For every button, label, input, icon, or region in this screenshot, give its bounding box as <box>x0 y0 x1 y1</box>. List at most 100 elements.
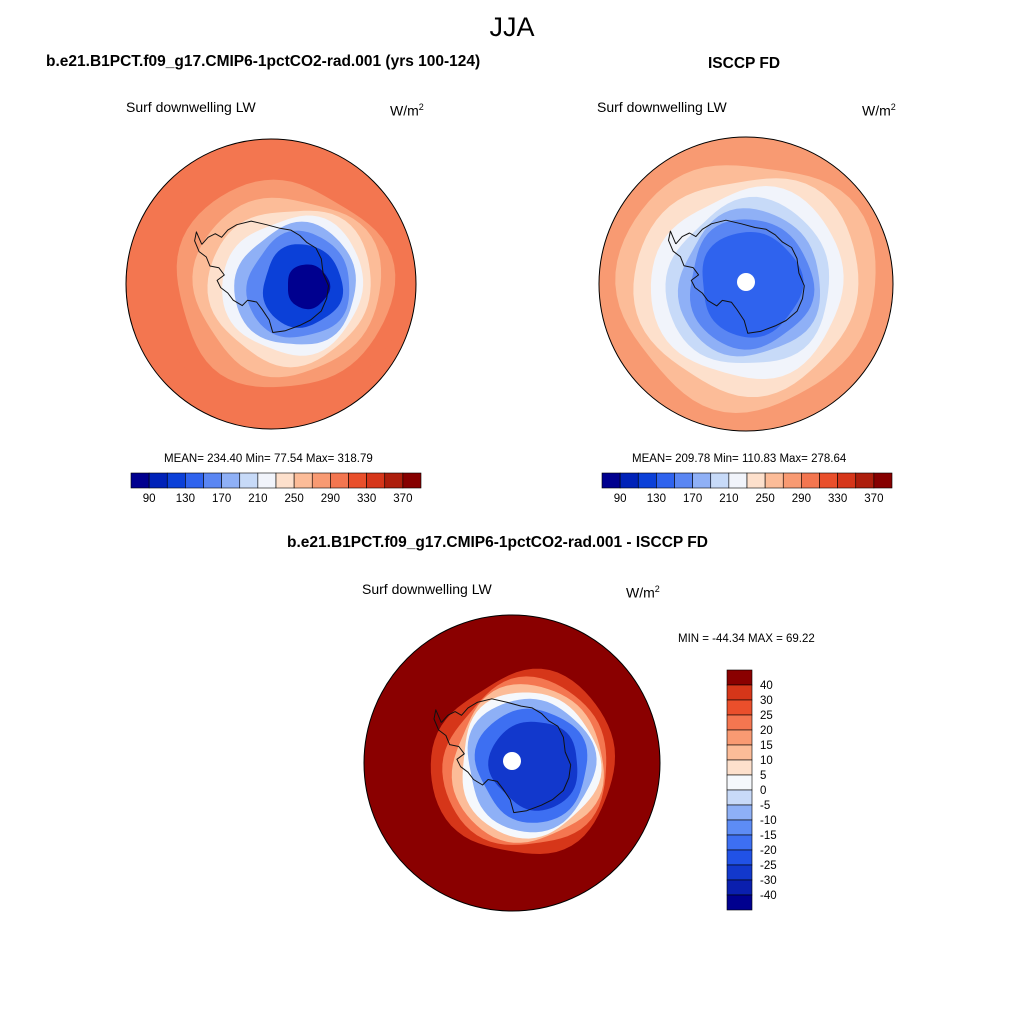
colorbar-swatch <box>726 729 753 746</box>
colorbar-swatch <box>221 472 241 489</box>
colorbar-swatch <box>601 472 621 489</box>
colorbar-tick-label: 40 <box>760 680 773 692</box>
colorbar-swatch <box>726 714 753 731</box>
colorbar-3: 40 30 25 20 15 10 5 0 -5 -10 -15 -20 -25 -30 -40 <box>726 669 777 911</box>
colorbar-swatch <box>656 472 675 489</box>
colorbar-tick-label: 20 <box>760 725 773 737</box>
colorbar-swatch <box>726 789 753 806</box>
colorbar-swatch <box>710 472 730 489</box>
panel2-variable-label: Surf downwelling LW <box>597 99 727 115</box>
colorbar-swatch <box>726 834 753 851</box>
colorbar-swatch <box>330 472 349 489</box>
colorbar-swatch <box>203 472 222 489</box>
colorbar-swatch <box>726 819 753 836</box>
colorbar-tick-label: 330 <box>828 493 847 505</box>
colorbar-swatch <box>726 699 753 716</box>
colorbar-swatch <box>726 864 753 881</box>
colorbar-swatch <box>726 669 753 686</box>
colorbar-tick-label: 0 <box>760 785 766 797</box>
colorbar-swatch <box>873 472 893 489</box>
map-panel-3 <box>363 614 661 912</box>
colorbar-tick-label: -20 <box>760 845 777 857</box>
panel2-stats: MEAN= 209.78 Min= 110.83 Max= 278.64 <box>632 453 847 465</box>
colorbar-tick-label: 170 <box>683 493 702 505</box>
colorbar-swatch <box>782 472 802 489</box>
panel3-stats: MIN = -44.34 MAX = 69.22 <box>678 633 815 645</box>
colorbar-tick-label: 210 <box>719 493 738 505</box>
missing-data-pole <box>503 752 521 770</box>
colorbar-tick-label: 330 <box>357 493 376 505</box>
colorbar-tick-label: 370 <box>393 493 412 505</box>
panel3-units-label: W/m2 <box>626 584 660 601</box>
colorbar-swatch <box>293 472 313 489</box>
colorbar-swatch <box>726 684 753 701</box>
colorbar-swatch <box>311 472 331 489</box>
panel2-units-label: W/m2 <box>862 102 896 119</box>
colorbar-2: 90 130 170 210 250 290 330 370 <box>601 472 893 505</box>
colorbar-tick-label: 210 <box>248 493 267 505</box>
colorbar-tick-label: -5 <box>760 800 770 812</box>
colorbar-swatch <box>384 472 404 489</box>
colorbar-tick-label: 250 <box>285 493 304 505</box>
panel2-title: ISCCP FD <box>708 55 781 72</box>
colorbar-swatch <box>692 472 712 489</box>
colorbar-swatch <box>746 472 766 489</box>
colorbar-swatch <box>674 472 693 489</box>
colorbar-swatch <box>239 472 259 489</box>
colorbar-tick-label: 25 <box>760 710 773 722</box>
colorbar-tick-label: 15 <box>760 740 773 752</box>
colorbar-tick-label: -25 <box>760 860 777 872</box>
colorbar-tick-label: 90 <box>143 493 156 505</box>
colorbar-swatch <box>185 472 204 489</box>
map-border <box>125 138 417 430</box>
panel3-variable-label: Surf downwelling LW <box>362 581 492 597</box>
colorbar-swatch <box>726 759 753 776</box>
missing-data-pole <box>737 273 755 291</box>
colorbar-tick-label: 370 <box>864 493 883 505</box>
panel1-stats: MEAN= 234.40 Min= 77.54 Max= 318.79 <box>164 453 373 465</box>
colorbar-swatch <box>726 894 753 911</box>
antarctica-coastline <box>668 219 805 334</box>
colorbar-swatch <box>366 472 386 489</box>
colorbar-tick-label: 130 <box>647 493 666 505</box>
colorbar-swatch <box>166 472 186 489</box>
map-border <box>363 614 661 912</box>
colorbar-tick-label: 130 <box>176 493 195 505</box>
panel1-units-label: W/m2 <box>390 102 424 119</box>
colorbar-tick-label: -30 <box>760 875 777 887</box>
colorbar-swatch <box>726 849 753 866</box>
figure-title: JJA <box>489 12 535 42</box>
colorbar-tick-label: -15 <box>760 830 777 842</box>
colorbar-swatch <box>148 472 168 489</box>
colorbar-swatch <box>348 472 367 489</box>
map-panel-2 <box>598 136 894 432</box>
panel3-title: b.e21.B1PCT.f09_g17.CMIP6-1pctCO2-rad.00… <box>287 534 708 551</box>
colorbar-tick-label: 250 <box>756 493 775 505</box>
antarctica-coastline <box>433 698 572 814</box>
colorbar-tick-label: 30 <box>760 695 773 707</box>
colorbar-swatch <box>257 472 277 489</box>
map-border <box>598 136 894 432</box>
colorbar-swatch <box>130 472 150 489</box>
colorbar-tick-label: -40 <box>760 890 777 902</box>
panel1-variable-label: Surf downwelling LW <box>126 99 256 115</box>
colorbar-tick-label: -10 <box>760 815 777 827</box>
colorbar-swatch <box>402 472 422 489</box>
colorbar-swatch <box>726 804 753 821</box>
map-panel-1 <box>125 138 417 430</box>
colorbar-tick-label: 10 <box>760 755 773 767</box>
colorbar-tick-label: 290 <box>321 493 340 505</box>
colorbar-swatch <box>275 472 295 489</box>
panel1-title: b.e21.B1PCT.f09_g17.CMIP6-1pctCO2-rad.00… <box>46 53 481 70</box>
colorbar-swatch <box>728 472 748 489</box>
colorbar-swatch <box>837 472 857 489</box>
colorbar-swatch <box>726 774 753 791</box>
antarctica-coastline <box>194 220 329 333</box>
colorbar-swatch <box>855 472 875 489</box>
colorbar-tick-label: 290 <box>792 493 811 505</box>
colorbar-swatch <box>637 472 657 489</box>
colorbar-swatch <box>764 472 784 489</box>
colorbar-swatch <box>801 472 820 489</box>
colorbar-swatch <box>726 744 753 761</box>
